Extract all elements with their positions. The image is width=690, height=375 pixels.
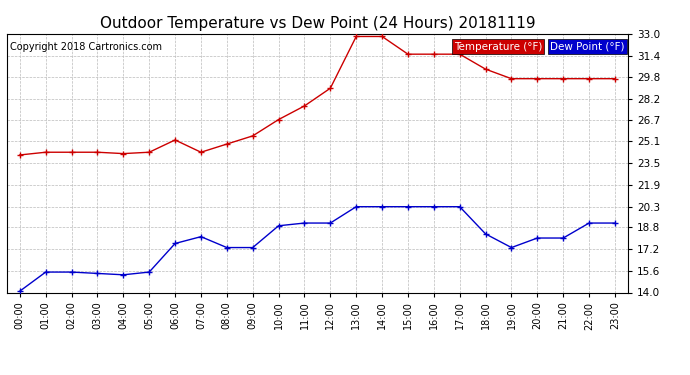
Text: Copyright 2018 Cartronics.com: Copyright 2018 Cartronics.com bbox=[10, 42, 162, 51]
Title: Outdoor Temperature vs Dew Point (24 Hours) 20181119: Outdoor Temperature vs Dew Point (24 Hou… bbox=[99, 16, 535, 31]
Text: Temperature (°F): Temperature (°F) bbox=[454, 42, 542, 51]
Text: Dew Point (°F): Dew Point (°F) bbox=[551, 42, 625, 51]
